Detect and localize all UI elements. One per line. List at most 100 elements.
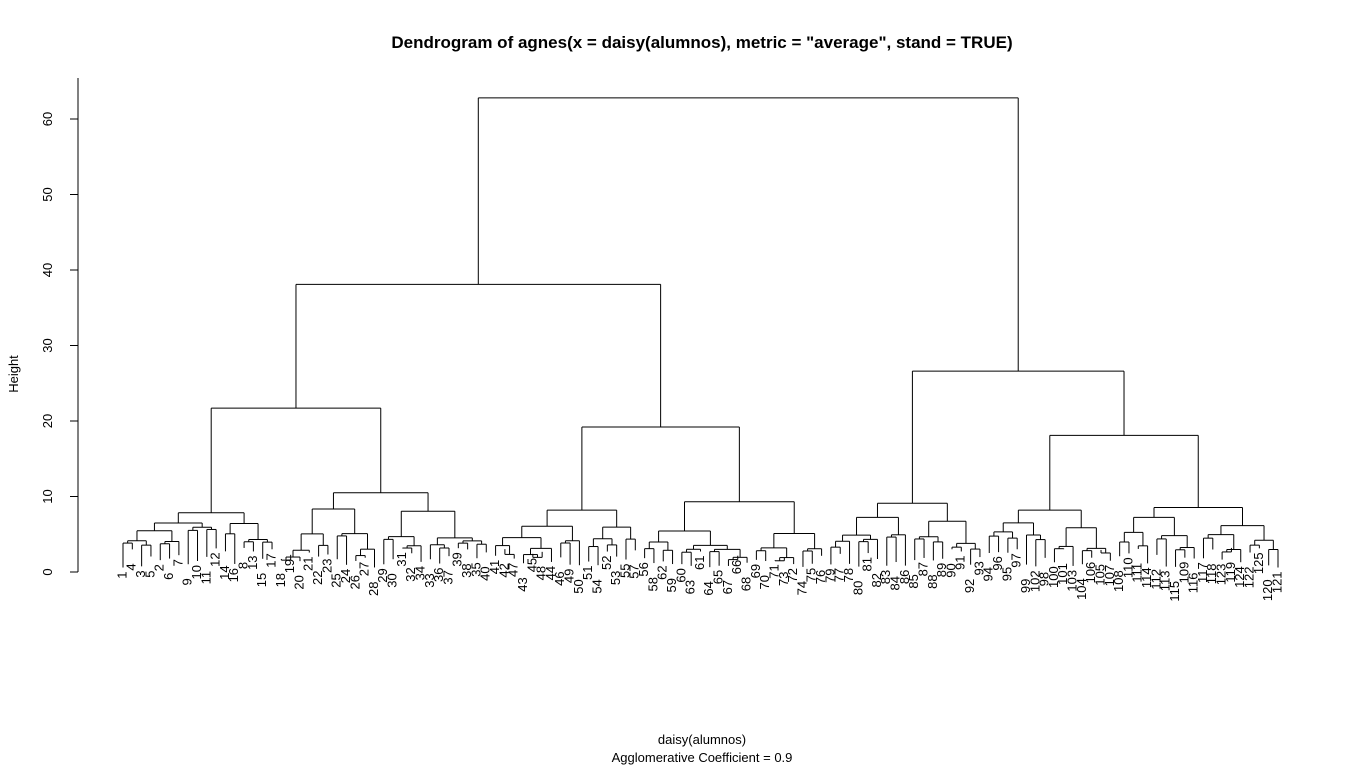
leaf-label: 54 (589, 579, 604, 593)
leaf-label: 37 (440, 570, 455, 584)
leaf-label: 2 (152, 564, 167, 571)
leaf-label: 63 (683, 580, 698, 594)
leaf-label: 112 (1148, 569, 1163, 590)
x-axis-label: daisy(alumnos) (658, 732, 746, 747)
leaf-label: 13 (245, 555, 260, 569)
leaf-label: 30 (385, 573, 400, 587)
leaf-label: 124 (1232, 566, 1247, 588)
y-tick-label: 60 (40, 112, 55, 126)
y-tick-label: 0 (40, 568, 55, 575)
leaf-label: 79 (822, 568, 837, 582)
leaf-label: 20 (291, 575, 306, 589)
leaf-label: 55 (617, 564, 632, 578)
leaf-label: 4 (124, 563, 139, 570)
chart-title: Dendrogram of agnes(x = daisy(alumnos), … (391, 33, 1012, 52)
leaf-label: 121 (1269, 571, 1284, 593)
leaf-label: 27 (357, 562, 372, 576)
leaf-label: 103 (1065, 570, 1080, 592)
leaf-label: 89 (934, 563, 949, 577)
leaf-label: 88 (925, 574, 940, 588)
leaf-label: 21 (301, 557, 316, 571)
leaf-label: 102 (1027, 570, 1042, 592)
leaf-label: 75 (804, 568, 819, 582)
leaf-label: 45 (524, 558, 539, 572)
leaf-label: 24 (338, 569, 353, 583)
leaf-label: 113 (1158, 571, 1173, 592)
leaf-label: 33 (422, 573, 437, 587)
leaf-label: 118 (1204, 563, 1219, 584)
leaf-label: 62 (655, 565, 670, 579)
dendrogram-tree (122, 97, 1279, 568)
leaf-label: 99 (1018, 579, 1033, 593)
leaf-label: 52 (599, 556, 614, 570)
leaf-label: 47 (506, 563, 521, 577)
leaf-label: 48 (534, 566, 549, 580)
leaf-label: 26 (347, 575, 362, 589)
leaf-label: 16 (226, 568, 241, 582)
leaf-label: 23 (319, 558, 334, 572)
leaf-label: 1 (114, 571, 129, 578)
leaf-label: 85 (906, 574, 921, 588)
leaf-label: 43 (515, 577, 530, 591)
leaf-label: 34 (413, 566, 428, 580)
leaf-label: 31 (394, 552, 409, 566)
leaf-label: 35 (468, 562, 483, 576)
leaf-label: 117 (1195, 562, 1210, 583)
leaf-label: 90 (943, 563, 958, 577)
leaf-label: 92 (962, 579, 977, 593)
leaf-label: 108 (1111, 570, 1126, 592)
y-tick-label: 50 (40, 187, 55, 201)
leaf-label: 56 (636, 562, 651, 576)
y-tick-label: 30 (40, 338, 55, 352)
leaf-label: 69 (748, 564, 763, 578)
leaf-label: 65 (711, 570, 726, 584)
leaf-label: 32 (403, 567, 418, 581)
leaf-label: 36 (431, 568, 446, 582)
leaf-label: 7 (170, 559, 185, 566)
leaf-label: 29 (375, 568, 390, 582)
leaf-label: 76 (813, 570, 828, 584)
leaf-label: 81 (860, 557, 875, 571)
leaf-label: 9 (180, 578, 195, 585)
leaf-label: 84 (888, 576, 903, 590)
leaf-label: 60 (673, 568, 688, 582)
leaf-label: 44 (543, 566, 558, 580)
leaf-label: 8 (236, 562, 251, 569)
leaf-label: 72 (785, 568, 800, 582)
leaf-label: 3 (133, 570, 148, 577)
leaf-label: 6 (161, 573, 176, 580)
leaf-label: 83 (878, 570, 893, 584)
leaf-label: 104 (1074, 578, 1089, 600)
leaf-label: 68 (739, 577, 754, 591)
leaf-label: 78 (841, 568, 856, 582)
leaf-label: 19 (282, 559, 297, 573)
leaf-label: 73 (776, 572, 791, 586)
leaf-labels: 1435267910111214168131517181920212223252… (114, 552, 1284, 601)
leaf-label: 42 (496, 563, 511, 577)
leaf-label: 10 (189, 565, 204, 579)
leaf-label: 80 (850, 581, 865, 595)
leaf-label: 14 (217, 565, 232, 579)
leaf-label: 110 (1120, 557, 1135, 578)
leaf-label: 123 (1214, 564, 1229, 586)
leaf-label: 77 (832, 568, 847, 582)
y-axis-label: Height (6, 355, 21, 393)
leaf-label: 120 (1260, 579, 1275, 601)
leaf-label: 25 (329, 573, 344, 587)
leaf-label: 50 (571, 579, 586, 593)
leaf-label: 111 (1130, 563, 1145, 583)
leaf-label: 22 (310, 571, 325, 585)
leaf-label: 11 (198, 571, 213, 585)
leaf-label: 101 (1055, 563, 1070, 585)
leaf-label: 66 (729, 560, 744, 574)
leaf-label: 114 (1139, 567, 1154, 588)
leaf-label: 53 (608, 571, 623, 585)
leaf-label: 74 (794, 581, 809, 595)
leaf-label: 96 (990, 556, 1005, 570)
leaf-label: 94 (981, 567, 996, 581)
leaf-label: 116 (1186, 573, 1201, 594)
leaf-label: 39 (450, 552, 465, 566)
leaf-label: 38 (459, 563, 474, 577)
leaf-label: 82 (869, 573, 884, 587)
